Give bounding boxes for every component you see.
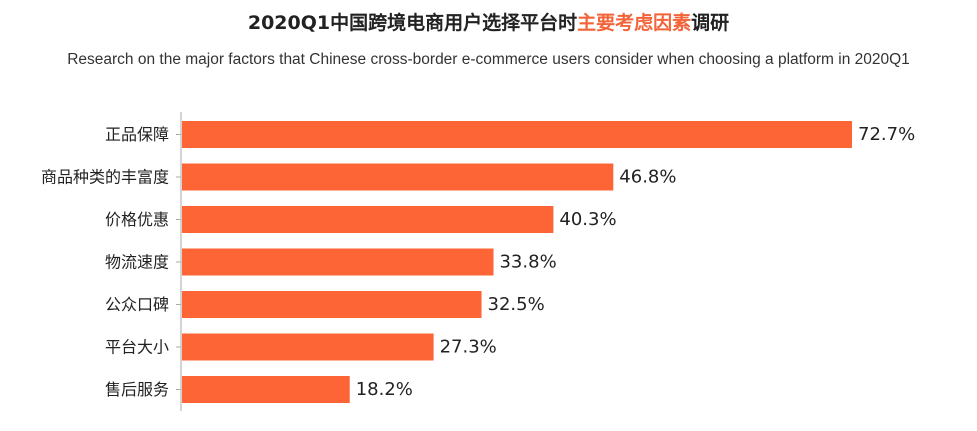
category-label: 物流速度 [105,253,169,272]
value-label: 40.3% [559,209,616,230]
value-label: 72.7% [858,124,915,145]
value-label: 27.3% [440,337,497,358]
bar [182,333,434,361]
bar [182,121,852,148]
title-highlight: 主要考虑因素 [577,12,692,34]
value-label: 32.5% [488,294,545,315]
bar [182,376,350,403]
category-label: 公众口碑 [105,295,169,314]
chart-subtitle: Research on the major factors that Chine… [67,51,910,68]
category-label: 价格优惠 [105,210,169,229]
title-prefix: 2020Q1中国跨境电商用户选择平台时 [247,12,578,34]
category-label: 正品保障 [105,125,169,144]
bar [182,163,614,191]
bar [182,206,554,233]
value-label: 46.8% [619,167,676,188]
chart-title: 2020Q1中国跨境电商用户选择平台时主要考虑因素调研 [0,10,977,36]
category-label: 商品种类的丰富度 [41,168,169,187]
category-label: 平台大小 [105,338,169,357]
value-label: 18.2% [356,379,413,400]
value-label: 33.8% [499,252,556,273]
title-suffix: 调研 [691,12,730,34]
bar [182,248,494,276]
category-label: 售后服务 [105,380,169,399]
bar [182,291,482,318]
